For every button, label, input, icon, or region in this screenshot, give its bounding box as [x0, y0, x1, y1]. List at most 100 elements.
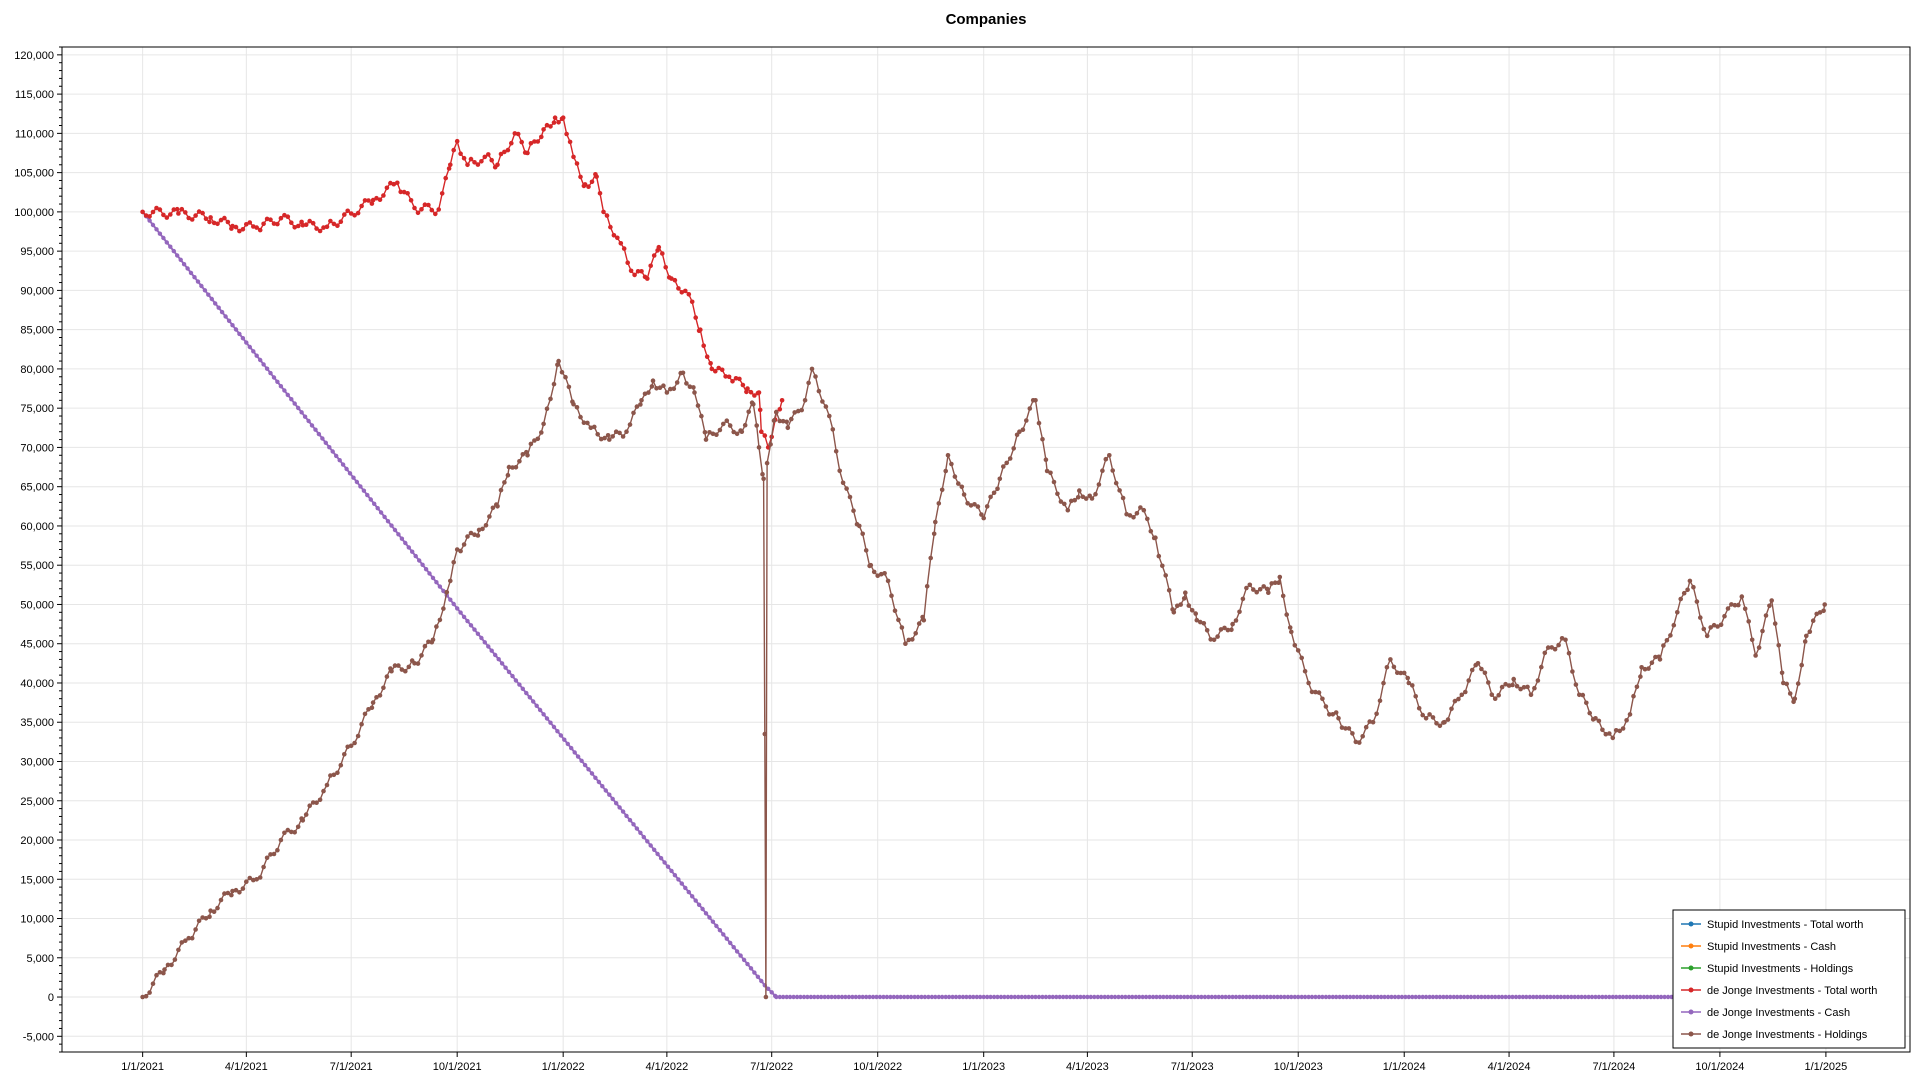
data-point	[247, 220, 253, 225]
data-point	[368, 497, 373, 502]
data-point	[244, 222, 249, 227]
data-point	[1614, 994, 1619, 1000]
data-point	[347, 471, 353, 476]
data-point	[596, 779, 602, 785]
data-point	[968, 503, 974, 508]
data-point	[555, 362, 560, 368]
data-point	[1413, 694, 1418, 699]
data-point	[517, 459, 522, 464]
data-point	[751, 401, 756, 407]
data-point	[676, 877, 681, 882]
y-tick-label: 80,000	[20, 364, 54, 376]
data-point	[950, 994, 955, 1000]
data-point	[1423, 716, 1429, 721]
data-point	[1120, 495, 1126, 501]
data-point	[237, 890, 242, 895]
data-point	[601, 209, 606, 215]
data-point	[206, 292, 211, 297]
data-point	[544, 122, 550, 128]
data-point	[468, 156, 474, 162]
data-point	[680, 370, 686, 376]
data-point	[581, 420, 587, 426]
data-point	[143, 993, 149, 999]
data-point	[602, 435, 607, 441]
data-point	[892, 608, 898, 613]
data-point	[1188, 994, 1194, 1000]
data-point	[1033, 398, 1038, 403]
y-tick-label: 110,000	[15, 128, 54, 140]
data-point	[1296, 994, 1301, 1000]
data-point	[882, 571, 887, 576]
data-point	[417, 558, 422, 563]
data-point	[261, 221, 266, 227]
data-point	[724, 418, 730, 424]
data-point	[1668, 633, 1673, 638]
data-point	[668, 386, 673, 392]
data-point	[916, 621, 922, 626]
data-point	[289, 397, 294, 402]
data-point	[654, 386, 659, 391]
data-point	[295, 824, 301, 830]
data-point	[1374, 711, 1379, 717]
data-point	[1051, 479, 1057, 485]
data-point	[161, 970, 166, 976]
data-point	[728, 940, 733, 946]
data-point	[215, 221, 220, 227]
x-tick-label: 10/1/2021	[433, 1061, 482, 1073]
data-point	[806, 380, 811, 386]
x-tick-label: 10/1/2023	[1274, 1061, 1323, 1073]
data-point	[1092, 994, 1097, 1000]
data-point	[392, 663, 398, 668]
data-point	[415, 210, 421, 216]
data-point	[465, 618, 470, 624]
data-point	[154, 972, 159, 978]
data-point	[544, 406, 550, 412]
data-point	[1350, 731, 1355, 736]
data-point	[412, 205, 417, 211]
data-point	[1365, 994, 1370, 1000]
data-point	[1330, 994, 1336, 1000]
data-point	[495, 504, 500, 509]
data-point	[213, 301, 218, 306]
data-point	[1639, 665, 1644, 670]
data-point	[864, 994, 869, 1000]
y-tick-label: -5,000	[23, 1031, 54, 1043]
data-point	[721, 421, 726, 427]
data-point	[940, 994, 945, 1000]
data-point	[813, 374, 818, 379]
data-point	[762, 433, 768, 438]
data-point	[475, 533, 481, 538]
data-point	[905, 994, 910, 1000]
data-point	[589, 771, 595, 776]
data-point	[427, 571, 432, 576]
data-point	[664, 390, 670, 395]
data-point	[179, 940, 185, 945]
data-point	[1572, 994, 1577, 1000]
data-point	[1479, 994, 1484, 1000]
data-point	[1569, 994, 1574, 1000]
data-point	[1109, 994, 1114, 1000]
data-point	[422, 643, 428, 649]
data-point	[215, 905, 220, 911]
data-point	[1254, 589, 1259, 595]
data-point	[532, 438, 537, 443]
data-point	[827, 413, 832, 419]
data-point	[826, 994, 831, 1000]
data-point	[1736, 602, 1741, 608]
data-point	[929, 994, 935, 1000]
data-point	[1662, 994, 1667, 1000]
data-point	[377, 693, 383, 698]
data-point	[809, 366, 815, 372]
data-point	[1645, 994, 1650, 1000]
data-point	[406, 545, 411, 550]
data-point	[805, 994, 810, 1000]
data-point	[910, 637, 915, 642]
y-tick-label: 10,000	[20, 914, 54, 926]
data-point	[1204, 628, 1210, 633]
data-point	[589, 179, 595, 185]
data-point	[1026, 994, 1031, 1000]
data-point	[857, 994, 862, 1000]
data-point	[1558, 994, 1564, 1000]
data-point	[489, 648, 494, 653]
